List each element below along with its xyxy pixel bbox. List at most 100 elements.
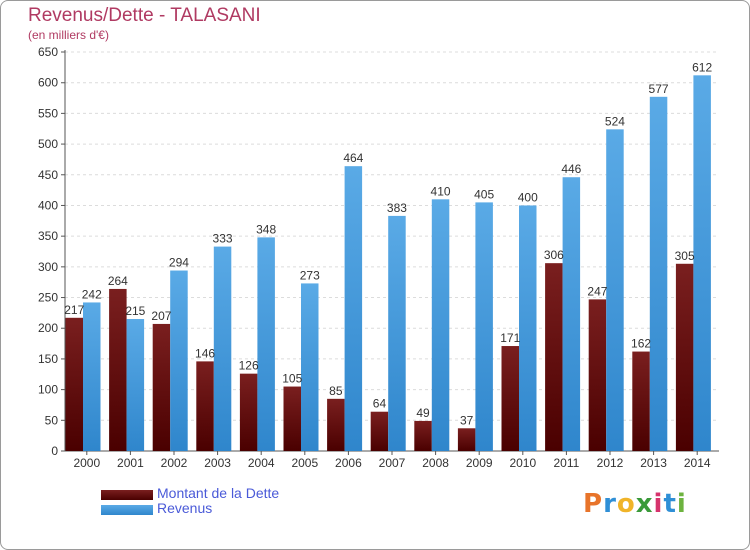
y-tick-label: 100	[38, 383, 58, 397]
bar-revenus	[170, 270, 188, 451]
data-label: 162	[631, 337, 651, 351]
bar-dette	[196, 361, 214, 451]
bar-revenus	[606, 129, 624, 452]
proxiti-logo: Proxiti	[583, 489, 687, 519]
data-label: 85	[329, 384, 343, 398]
data-label: 273	[300, 268, 320, 282]
y-tick-label: 450	[38, 168, 58, 182]
logo-letter: x	[635, 489, 654, 519]
data-label: 383	[387, 201, 407, 215]
bar-revenus	[431, 199, 450, 451]
data-label: 348	[256, 222, 276, 236]
data-label: 264	[108, 274, 128, 288]
bar-revenus	[519, 205, 537, 451]
data-label: 294	[169, 256, 189, 270]
legend-label-dette: Montant de la Dette	[157, 485, 280, 501]
y-tick-label: 650	[38, 45, 58, 59]
chart-title: Revenus/Dette - TALASANI	[28, 5, 261, 26]
x-tick-label: 2004	[248, 456, 275, 470]
data-label: 49	[416, 406, 430, 420]
data-label: 217	[64, 303, 84, 317]
data-label: 247	[587, 284, 607, 298]
legend-swatch-dette	[101, 490, 153, 500]
bar-dette	[632, 351, 650, 451]
bar-revenus	[301, 283, 319, 451]
bar-revenus	[693, 75, 711, 451]
data-label: 333	[213, 232, 233, 246]
bar-revenus	[562, 177, 581, 451]
data-label: 305	[675, 249, 695, 263]
bar-dette	[152, 323, 171, 451]
bar-dette	[327, 398, 345, 451]
data-label: 215	[125, 304, 145, 318]
logo-letter: r	[603, 489, 617, 519]
bar-dette	[545, 263, 563, 451]
legend-label-revenus: Revenus	[157, 500, 213, 516]
bar-dette	[414, 420, 432, 451]
bar-dette	[239, 373, 258, 451]
x-tick-label: 2000	[73, 456, 100, 470]
bar-dette	[501, 346, 519, 451]
data-label: 171	[500, 331, 520, 345]
logo-letter: t	[663, 489, 677, 519]
y-tick-label: 150	[38, 352, 58, 366]
y-tick-label: 50	[45, 413, 59, 427]
data-label: 306	[544, 248, 564, 262]
bar-dette	[283, 386, 301, 451]
data-label: 577	[649, 82, 669, 96]
x-tick-label: 2011	[553, 456, 579, 470]
x-tick-label: 2005	[291, 456, 318, 470]
y-tick-label: 500	[38, 137, 58, 151]
data-label: 446	[561, 162, 581, 176]
bar-dette	[457, 428, 476, 451]
logo-letter: o	[616, 489, 636, 519]
data-label: 146	[195, 346, 215, 360]
data-label: 400	[518, 190, 538, 204]
data-label: 64	[373, 397, 387, 411]
y-tick-label: 350	[38, 229, 58, 243]
data-label: 524	[605, 114, 625, 128]
bar-revenus	[126, 319, 145, 451]
bar-revenus	[344, 166, 363, 451]
data-label: 207	[151, 309, 171, 323]
x-tick-label: 2014	[684, 456, 711, 470]
bar-revenus	[257, 237, 275, 451]
y-tick-label: 0	[51, 444, 58, 458]
logo-letter: i	[653, 489, 664, 519]
data-label: 37	[460, 413, 474, 427]
data-label: 410	[431, 184, 451, 198]
bar-dette	[65, 317, 83, 451]
bar-dette	[370, 411, 389, 451]
y-tick-label: 550	[38, 106, 58, 120]
logo-letter: P	[583, 489, 604, 519]
x-tick-label: 2002	[161, 456, 188, 470]
x-tick-label: 2009	[466, 456, 493, 470]
bar-revenus	[388, 215, 406, 451]
logo-letter: i	[676, 489, 687, 519]
bar-revenus	[213, 246, 232, 451]
data-label: 405	[474, 187, 494, 201]
data-label: 464	[343, 151, 363, 165]
x-tick-label: 2001	[117, 456, 144, 470]
y-tick-label: 200	[38, 321, 58, 335]
y-tick-label: 250	[38, 291, 58, 305]
data-label: 242	[82, 287, 102, 301]
bar-revenus	[649, 96, 668, 452]
x-tick-label: 2013	[640, 456, 667, 470]
legend-swatch-revenus	[101, 505, 153, 515]
y-tick-label: 400	[38, 198, 58, 212]
bar-revenus	[475, 202, 493, 451]
x-tick-label: 2008	[422, 456, 449, 470]
data-labels: 217 242 264 215 207 294 146 333 126 348 105 273 85 46…	[64, 60, 712, 427]
bar-dette	[588, 299, 607, 451]
data-label: 126	[239, 359, 259, 373]
x-tick-label: 2012	[597, 456, 624, 470]
y-tick-label: 600	[38, 76, 58, 90]
bars	[65, 75, 711, 452]
x-tick-label: 2010	[509, 456, 536, 470]
x-tick-label: 2006	[335, 456, 362, 470]
bar-dette	[675, 263, 694, 451]
y-tick-label: 300	[38, 260, 58, 274]
